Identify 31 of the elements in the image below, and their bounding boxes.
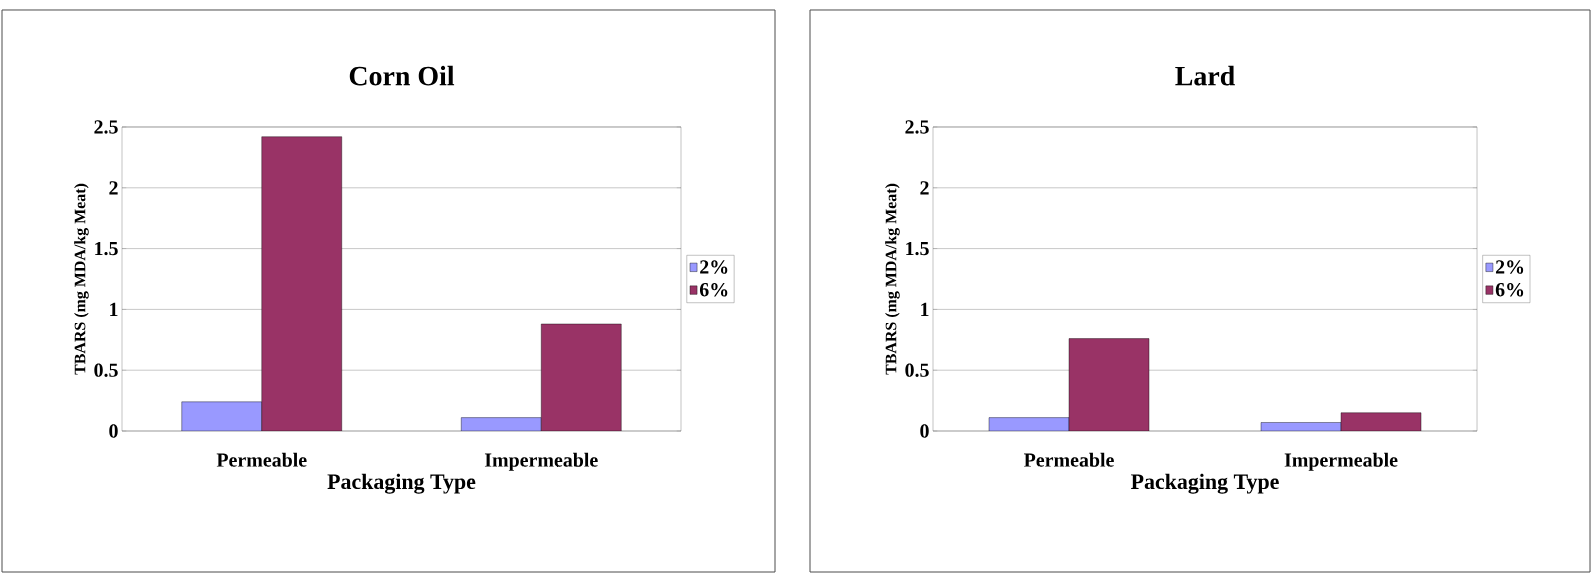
x-tick-label: Impermeable [484, 452, 598, 471]
y-tick-label: 1.5 [906, 241, 929, 256]
y-tick-label: 2.5 [905, 120, 929, 134]
y-tick-label: 1.5 [95, 241, 118, 256]
x-tick-label: Impermeable [1284, 452, 1398, 471]
x-tick-label: Permeable [216, 452, 307, 467]
legend-label: 6% [1495, 282, 1524, 297]
bar [1340, 412, 1422, 431]
y-axis-title: TBARS (mg MDA/kg Meat) [74, 183, 89, 375]
bar [1068, 338, 1150, 431]
y-tick-label: 0.5 [905, 363, 929, 377]
x-axis-title: Packaging Type [327, 473, 476, 494]
bar [261, 136, 342, 431]
y-tick-label: 0 [109, 424, 118, 438]
x-tick-label: Permeable [1023, 452, 1114, 467]
bar [181, 401, 262, 431]
y-tick-label: 0.5 [94, 363, 118, 377]
y-tick-label: 2 [109, 181, 118, 195]
y-tick-label: 0 [920, 424, 929, 438]
legend-label: 2% [1495, 260, 1524, 274]
legend-label: 2% [700, 260, 728, 274]
x-axis-title: Packaging Type [1131, 473, 1279, 494]
y-tick-label: 1 [110, 302, 118, 316]
chart-title: Lard [1175, 65, 1235, 86]
chart-title: Corn Oil [349, 65, 455, 86]
y-tick-label: 2 [920, 181, 929, 195]
y-axis-title: TBARS (mg MDA/kg Meat) [885, 183, 900, 375]
legend-label: 6% [699, 282, 728, 297]
bar [541, 323, 622, 431]
y-tick-label: 1 [921, 302, 929, 316]
y-tick-label: 2.5 [94, 120, 118, 134]
